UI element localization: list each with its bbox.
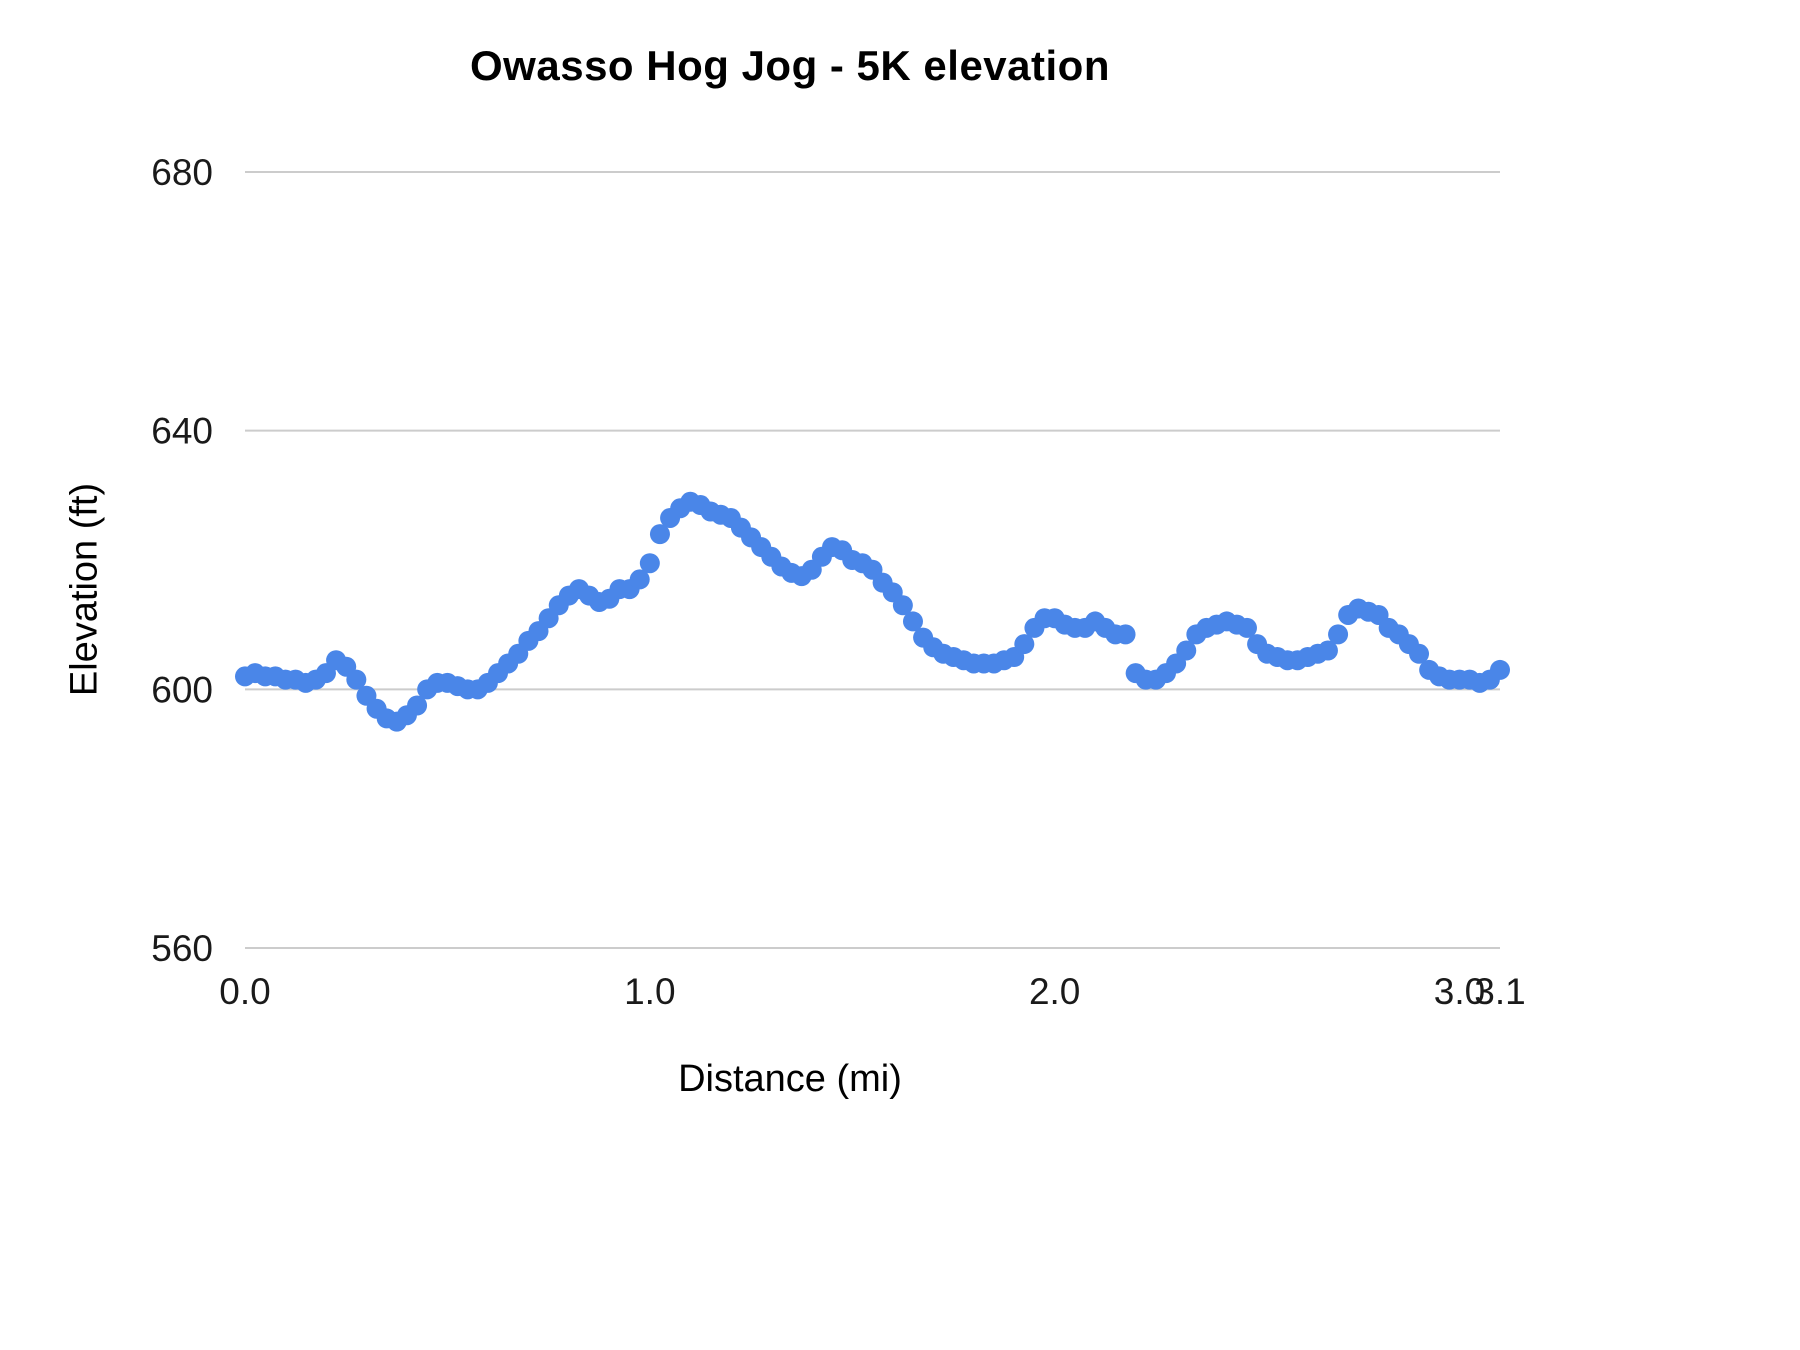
data-point [892, 595, 913, 616]
data-point [649, 524, 670, 545]
data-point [1490, 659, 1510, 680]
x-tick-label: 0.0 [219, 971, 270, 1012]
chart-title: Owasso Hog Jog - 5K elevation [470, 42, 1110, 89]
data-point [1236, 617, 1257, 638]
y-tick-label: 680 [151, 152, 213, 193]
data-point [1115, 624, 1136, 645]
x-tick-label: 3.0 [1434, 971, 1485, 1012]
y-tick-label: 600 [151, 669, 213, 710]
x-axis-label: Distance (mi) [678, 1058, 902, 1100]
data-point [346, 669, 367, 690]
x-tick-label: 3.1 [1474, 971, 1525, 1012]
x-tick-label: 2.0 [1029, 971, 1080, 1012]
data-point [639, 553, 660, 574]
data-point [629, 569, 650, 590]
data-point [407, 695, 428, 716]
data-point [1328, 624, 1349, 645]
data-point [902, 611, 923, 632]
data-point [1409, 643, 1430, 664]
x-tick-label: 1.0 [624, 971, 675, 1012]
data-point [1176, 640, 1197, 661]
y-tick-label: 640 [151, 411, 213, 452]
y-tick-label: 560 [151, 928, 213, 969]
data-point [1317, 640, 1338, 661]
data-point [1014, 634, 1035, 655]
